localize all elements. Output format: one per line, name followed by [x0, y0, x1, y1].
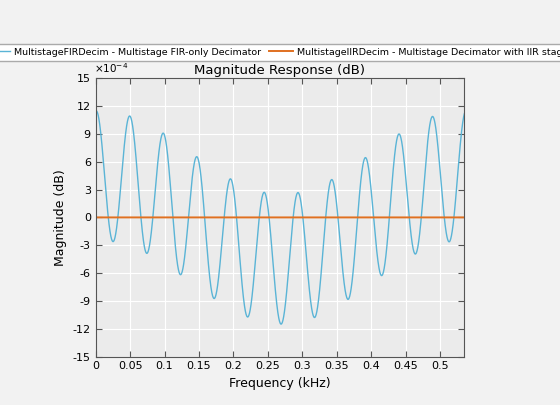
MultistageIIRDecim - Multistage Decimator with IIR stages [250, 215, 257, 220]
X-axis label: Frequency (kHz): Frequency (kHz) [229, 377, 331, 390]
MultistageFIRDecim - Multistage FIR-only Decimator [93, 109, 100, 113]
Y-axis label: Magnitude (dB): Magnitude (dB) [54, 169, 67, 266]
MultistageFIRDecim - Multistage FIR-only Decimator [450, 221, 456, 226]
Title: Magnitude Response (dB): Magnitude Response (dB) [194, 64, 366, 77]
Legend: MultistageFIRDecim - Multistage FIR-only Decimator, MultistageIIRDecim - Multist: MultistageFIRDecim - Multistage FIR-only… [0, 44, 560, 60]
Text: $\times10^{-4}$: $\times10^{-4}$ [94, 62, 128, 75]
MultistageFIRDecim - Multistage FIR-only Decimator [360, 159, 367, 164]
MultistageIIRDecim - Multistage Decimator with IIR stages [461, 215, 468, 220]
MultistageIIRDecim - Multistage Decimator with IIR stages [360, 215, 367, 220]
MultistageFIRDecim - Multistage FIR-only Decimator [250, 279, 257, 284]
MultistageFIRDecim - Multistage FIR-only Decimator [461, 111, 468, 116]
MultistageFIRDecim - Multistage FIR-only Decimator [278, 322, 284, 326]
MultistageIIRDecim - Multistage Decimator with IIR stages [247, 215, 254, 220]
MultistageIIRDecim - Multistage Decimator with IIR stages [268, 215, 274, 220]
MultistageFIRDecim - Multistage FIR-only Decimator [248, 305, 254, 309]
MultistageFIRDecim - Multistage FIR-only Decimator [92, 109, 99, 114]
MultistageFIRDecim - Multistage FIR-only Decimator [432, 120, 438, 125]
MultistageIIRDecim - Multistage Decimator with IIR stages [431, 215, 438, 220]
MultistageIIRDecim - Multistage Decimator with IIR stages [92, 215, 99, 220]
MultistageFIRDecim - Multistage FIR-only Decimator [268, 235, 274, 240]
Line: MultistageFIRDecim - Multistage FIR-only Decimator: MultistageFIRDecim - Multistage FIR-only… [96, 111, 464, 324]
MultistageIIRDecim - Multistage Decimator with IIR stages [450, 215, 456, 220]
